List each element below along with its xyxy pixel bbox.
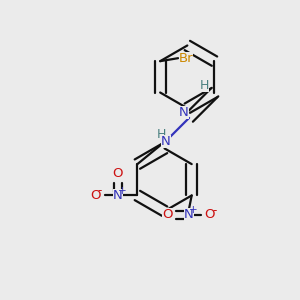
Text: N: N [184, 208, 194, 221]
Text: Br: Br [178, 52, 193, 65]
Text: -: - [212, 204, 216, 217]
Text: N: N [179, 106, 189, 119]
Text: N: N [161, 135, 171, 148]
Text: +: + [189, 205, 197, 215]
Text: -: - [98, 184, 102, 197]
Text: O: O [113, 167, 123, 180]
Text: +: + [118, 186, 127, 196]
Text: N: N [113, 189, 123, 202]
Text: H: H [156, 128, 166, 141]
Text: O: O [205, 208, 215, 221]
Text: H: H [199, 79, 209, 92]
Text: O: O [91, 189, 101, 202]
Text: O: O [162, 208, 173, 221]
